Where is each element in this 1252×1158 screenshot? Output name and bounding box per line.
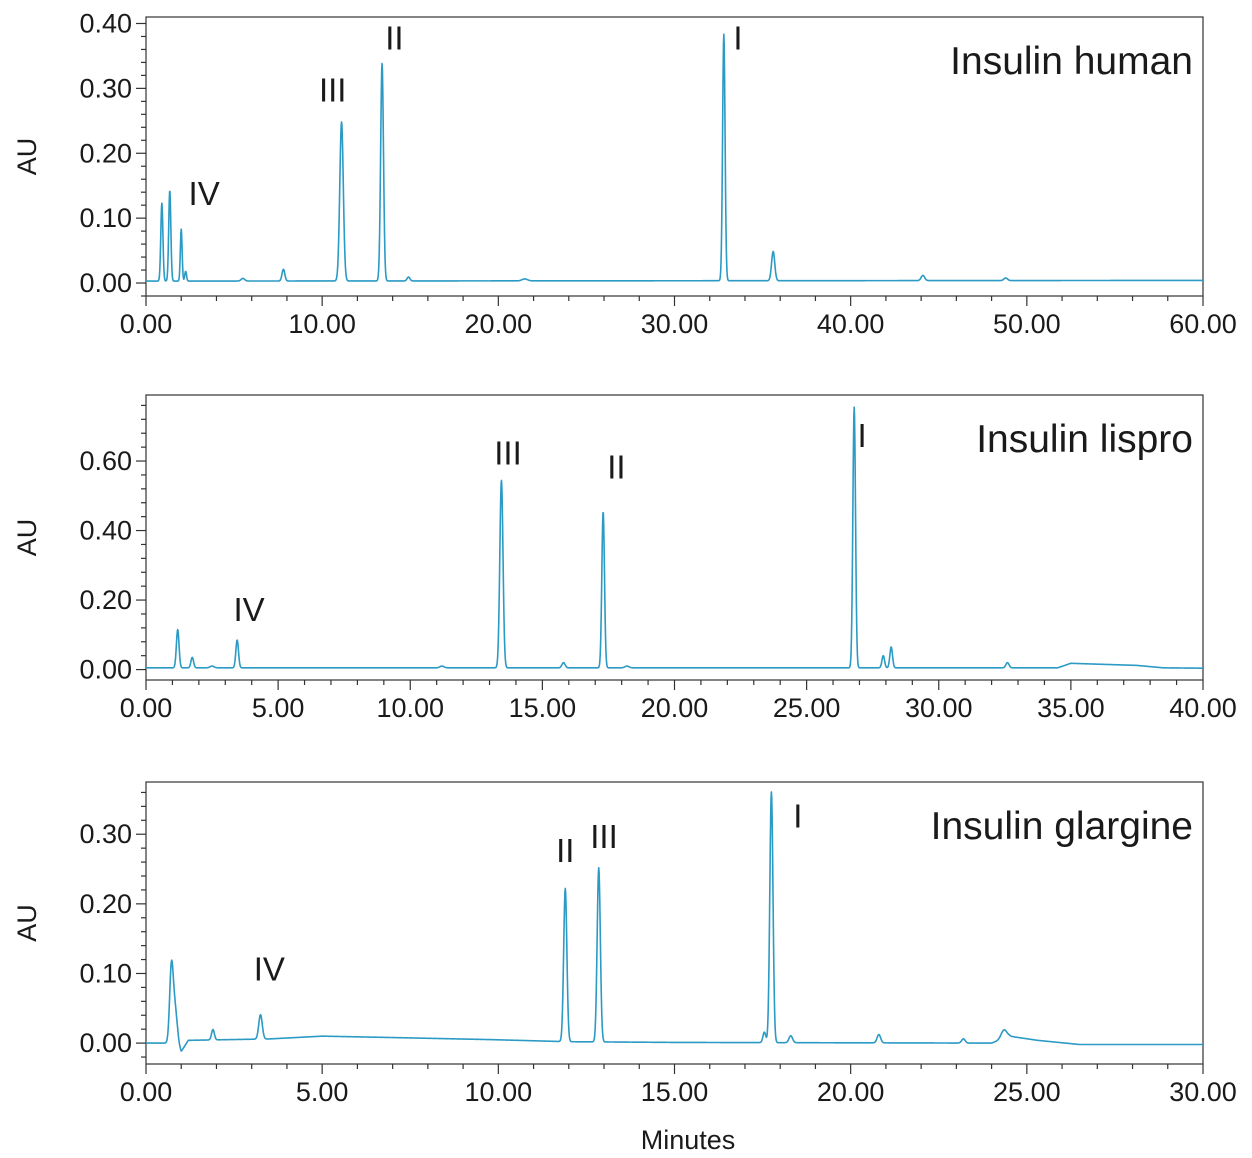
x-tick-label: 5.00 [296, 1077, 349, 1107]
peak-label-i: I [858, 417, 867, 454]
y-tick-label: 0.60 [79, 446, 132, 476]
x-tick-label: 30.00 [641, 309, 709, 339]
peak-label-iv: IV [254, 950, 285, 987]
y-axis-label: AU [12, 138, 42, 176]
x-tick-label: 20.00 [817, 1077, 885, 1107]
chart-panel-2: 0.00 5.00 10.00 15.00 20.00 25.00 30.00 35.00 40… [12, 394, 1237, 723]
peak-label-ii: II [556, 832, 574, 869]
chart-panel-3: 0.00 5.00 10.00 15.00 20.00 25.00 30.00 0.00 0.1… [12, 781, 1237, 1107]
chromatogram-trace [145, 33, 1204, 282]
y-tick-label: 0.40 [79, 516, 132, 546]
y-tick-label: 0.40 [79, 8, 132, 38]
y-tick-label: 0.20 [79, 585, 132, 615]
x-tick-label: 30.00 [1169, 1077, 1237, 1107]
x-tick-label: 20.00 [641, 693, 709, 723]
y-axis-label: AU [12, 904, 42, 942]
peak-label-iii: III [590, 818, 618, 855]
peak-label-i: I [793, 797, 802, 834]
y-tick-label: 0.30 [79, 73, 132, 103]
chromatogram-trace [145, 791, 1204, 1052]
peak-label-i: I [733, 19, 742, 56]
x-tick-label: 0.00 [120, 309, 173, 339]
x-tick-label: 10.00 [288, 309, 356, 339]
x-tick-label: 40.00 [817, 309, 885, 339]
panel-title: Insulin lispro [976, 418, 1193, 461]
x-tick-label: 25.00 [993, 1077, 1061, 1107]
x-tick-label: 10.00 [465, 1077, 533, 1107]
y-tick-label: 0.20 [79, 138, 132, 168]
x-tick-label: 10.00 [376, 693, 444, 723]
x-tick-label: 0.00 [120, 1077, 173, 1107]
y-tick-label: 0.30 [79, 819, 132, 849]
x-tick-label: 0.00 [120, 693, 173, 723]
x-tick-label: 60.00 [1169, 309, 1237, 339]
x-tick-label: 30.00 [905, 693, 973, 723]
peak-label-iii: III [319, 71, 347, 108]
y-tick-label: 0.00 [79, 1028, 132, 1058]
chromatogram-trace [145, 406, 1204, 669]
peak-label-ii: II [607, 448, 625, 485]
x-tick-label: 40.00 [1169, 693, 1237, 723]
peak-label-iv: IV [233, 591, 264, 628]
x-tick-label: 15.00 [509, 693, 577, 723]
x-tick-label: 15.00 [641, 1077, 709, 1107]
panel-title: Insulin human [950, 40, 1193, 83]
peak-label-ii: II [385, 19, 403, 56]
y-tick-label: 0.10 [79, 203, 132, 233]
x-tick-label: 50.00 [993, 309, 1061, 339]
y-tick-label: 0.00 [79, 268, 132, 298]
x-tick-label: 25.00 [773, 693, 841, 723]
y-axis-label: AU [12, 519, 42, 557]
chart-panel-1: 0.00 10.00 20.00 30.00 40.00 50.00 60.00 0.00 0.… [12, 8, 1237, 339]
y-tick-label: 0.00 [79, 655, 132, 685]
x-tick-label: 35.00 [1037, 693, 1105, 723]
y-tick-label: 0.20 [79, 889, 132, 919]
peak-label-iii: III [494, 435, 522, 472]
peak-label-iv: IV [189, 175, 220, 212]
x-axis-label: Minutes [641, 1125, 736, 1153]
y-tick-label: 0.10 [79, 958, 132, 988]
panel-title: Insulin glargine [931, 805, 1193, 848]
x-tick-label: 20.00 [465, 309, 533, 339]
x-tick-label: 5.00 [252, 693, 305, 723]
